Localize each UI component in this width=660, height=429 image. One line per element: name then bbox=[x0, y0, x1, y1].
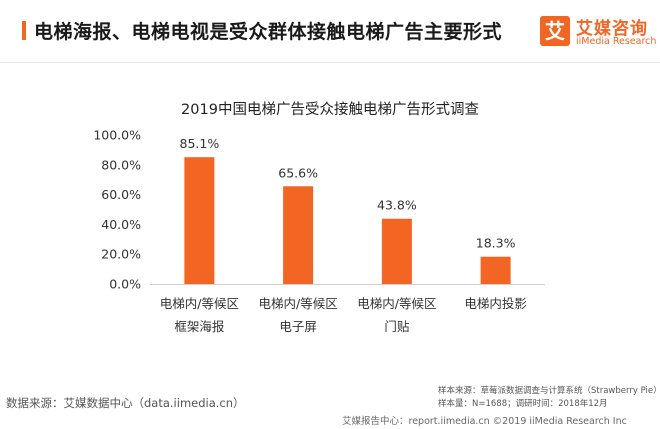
sample-size: 样本量：N=1688；调研时间：2018年12月 bbox=[438, 399, 608, 409]
brand-logo-icon: 艾 bbox=[540, 16, 570, 46]
bar-value-label: 43.8% bbox=[377, 198, 417, 213]
data-source: 数据来源：艾媒数据中心（data.iimedia.cn） bbox=[6, 396, 245, 410]
y-tick-label: 80.0% bbox=[101, 157, 141, 172]
brand-english-name: iiMedia Research bbox=[576, 36, 657, 47]
x-tick-label: 电梯内/等候区 bbox=[160, 296, 239, 311]
x-tick-label: 框架海报 bbox=[174, 319, 225, 334]
bar-value-label: 85.1% bbox=[180, 136, 220, 151]
title-accent-bar bbox=[22, 21, 26, 40]
bar bbox=[283, 186, 314, 284]
sample-source: 样本来源：草莓派数据调查与计算系统（Strawberry Pie） bbox=[438, 386, 660, 396]
x-tick-label: 电梯内/等候区 bbox=[259, 296, 338, 311]
brand-logo: 艾 艾媒咨询 iiMedia Research bbox=[540, 14, 656, 52]
x-tick-label: 电梯内/等候区 bbox=[357, 296, 436, 311]
bar bbox=[480, 256, 511, 284]
header-bar: 电梯海报、电梯电视是受众群体接触电梯广告主要形式 艾 艾媒咨询 iiMedia … bbox=[0, 0, 660, 62]
bar-value-label: 18.3% bbox=[476, 236, 516, 251]
report-center-line: 艾媒报告中心：report.iimedia.cn ©2019 iiMedia R… bbox=[342, 416, 627, 427]
chart-title: 2019中国电梯广告受众接触电梯广告形式调查 bbox=[181, 102, 479, 118]
header-divider bbox=[0, 62, 660, 63]
page-title: 电梯海报、电梯电视是受众群体接触电梯广告主要形式 bbox=[34, 21, 503, 43]
x-tick-label: 电子屏 bbox=[279, 319, 317, 334]
bar bbox=[381, 218, 412, 284]
y-tick-label: 40.0% bbox=[101, 217, 141, 232]
bar bbox=[184, 157, 215, 284]
x-tick-label: 门贴 bbox=[384, 319, 409, 334]
y-tick-label: 100.0% bbox=[93, 128, 141, 143]
bar-value-label: 65.6% bbox=[278, 165, 318, 180]
y-tick-label: 0.0% bbox=[109, 277, 141, 292]
brand-name: 艾媒咨询 bbox=[576, 19, 648, 39]
y-tick-label: 60.0% bbox=[101, 187, 141, 202]
x-tick-label: 电梯内投影 bbox=[464, 296, 527, 311]
y-tick-label: 20.0% bbox=[101, 247, 141, 262]
